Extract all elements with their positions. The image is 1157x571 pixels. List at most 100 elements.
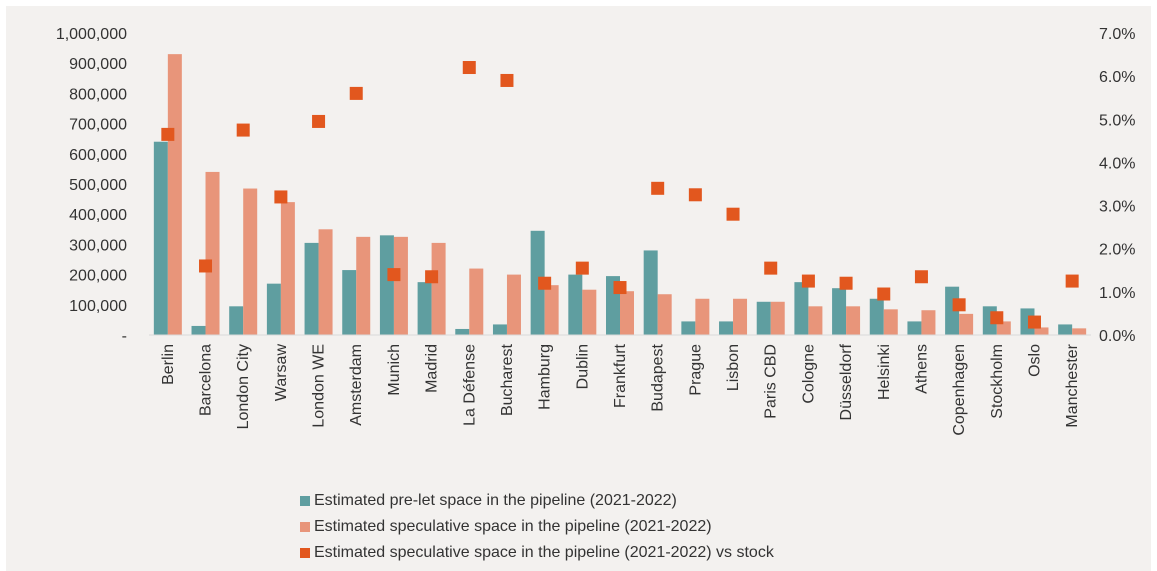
left-tick-label: 500,000	[69, 177, 127, 194]
legend: Estimated pre-let space in the pipeline …	[300, 488, 774, 566]
left-tick-label: 800,000	[69, 86, 127, 103]
bar-pre-let	[568, 274, 583, 335]
bar-speculative	[393, 236, 408, 335]
bar-speculative	[770, 301, 785, 335]
marker-vs-stock	[990, 311, 1004, 325]
legend-swatch-vs-stock	[300, 548, 310, 558]
bars	[153, 54, 1087, 335]
category-label: Madrid	[424, 344, 441, 393]
bar-pre-let	[455, 328, 470, 335]
bar-speculative	[620, 291, 634, 335]
bar-pre-let	[756, 301, 771, 335]
bar-speculative	[883, 309, 898, 335]
bar-pre-let	[304, 242, 319, 335]
marker-vs-stock	[877, 287, 891, 301]
marker-vs-stock	[952, 298, 966, 312]
left-tick-label: 900,000	[69, 56, 127, 73]
left-tick-label: 200,000	[69, 268, 127, 285]
category-label: Prague	[687, 344, 704, 396]
bar-speculative	[205, 171, 220, 335]
legend-item-speculative: Estimated speculative space in the pipel…	[300, 514, 774, 540]
category-label: Athens	[913, 344, 930, 394]
right-tick-label: 3.0%	[1099, 199, 1135, 216]
left-tick-label: 600,000	[69, 147, 127, 164]
legend-item-vs-stock: Estimated speculative space in the pipel…	[300, 540, 774, 566]
bar-pre-let	[530, 230, 545, 335]
marker-vs-stock	[1027, 315, 1041, 329]
bar-speculative	[280, 202, 295, 335]
marker-vs-stock	[613, 281, 627, 295]
bar-speculative	[582, 289, 597, 335]
marker-vs-stock	[236, 123, 250, 137]
marker-vs-stock	[651, 181, 665, 195]
left-tick-label: 300,000	[69, 237, 127, 254]
category-label: Munich	[386, 344, 403, 396]
category-label: London City	[235, 344, 252, 429]
bar-pre-let	[229, 306, 244, 335]
left-tick-label: 700,000	[69, 117, 127, 134]
category-label: Oslo	[1026, 344, 1043, 377]
marker-vs-stock	[575, 261, 589, 275]
marker-vs-stock	[161, 127, 175, 141]
legend-swatch-pre-let	[300, 496, 310, 506]
bar-speculative	[431, 242, 446, 335]
category-label: Budapest	[650, 343, 667, 411]
right-tick-label: 2.0%	[1099, 242, 1135, 259]
bar-speculative	[469, 268, 484, 335]
bar-speculative	[356, 236, 371, 335]
bar-speculative	[544, 285, 559, 335]
legend-item-pre-let: Estimated pre-let space in the pipeline …	[300, 488, 774, 514]
bar-speculative	[846, 306, 861, 335]
category-label: Hamburg	[537, 344, 554, 410]
markers	[161, 61, 1079, 329]
right-tick-label: 0.0%	[1099, 328, 1135, 345]
left-tick-label: 400,000	[69, 207, 127, 224]
bar-speculative	[921, 310, 936, 335]
left-tick-label: -	[122, 328, 127, 345]
marker-vs-stock	[538, 276, 552, 290]
bar-pre-let	[794, 282, 809, 335]
right-tick-label: 4.0%	[1099, 155, 1135, 172]
bar-pre-let	[907, 321, 922, 335]
marker-vs-stock	[500, 73, 514, 87]
category-label: Berlin	[160, 344, 177, 385]
category-label: Frankfurt	[612, 343, 629, 408]
left-tick-label: 100,000	[69, 298, 127, 315]
category-label: Warsaw	[273, 344, 290, 402]
bar-pre-let	[191, 325, 206, 335]
marker-vs-stock	[462, 61, 476, 75]
bar-pre-let	[417, 282, 432, 335]
marker-vs-stock	[349, 86, 363, 100]
right-tick-label: 5.0%	[1099, 112, 1135, 129]
marker-vs-stock	[726, 207, 740, 221]
bar-pre-let	[492, 324, 507, 335]
bar-speculative	[959, 313, 974, 335]
bar-pre-let	[832, 288, 847, 335]
marker-vs-stock	[801, 274, 815, 288]
left-tick-label: 1,000,000	[56, 26, 127, 43]
bar-speculative	[1072, 328, 1087, 335]
category-labels: Berlin Barcelona London City Warsaw London W…	[160, 343, 1081, 435]
legend-label-pre-let: Estimated pre-let space in the pipeline …	[314, 492, 677, 509]
category-label: Dublin	[574, 344, 591, 389]
bar-speculative	[167, 54, 182, 335]
legend-label-vs-stock: Estimated speculative space in the pipel…	[314, 544, 774, 561]
right-tick-label: 6.0%	[1099, 69, 1135, 86]
bar-speculative	[695, 298, 710, 335]
marker-vs-stock	[274, 190, 288, 204]
bar-speculative	[243, 188, 258, 335]
category-label: Manchester	[1064, 343, 1081, 427]
bar-pre-let	[719, 321, 734, 335]
legend-label-speculative: Estimated speculative space in the pipel…	[314, 518, 712, 535]
category-label: Stockholm	[989, 344, 1006, 419]
category-label: Copenhagen	[951, 344, 968, 436]
bar-speculative	[318, 229, 333, 335]
marker-vs-stock	[387, 268, 401, 282]
bar-pre-let	[342, 270, 357, 335]
bar-pre-let	[869, 298, 884, 335]
left-axis-ticks: - 100,000 200,000 300,000 400,000 500,000 600,…	[56, 26, 127, 345]
bar-speculative	[1034, 327, 1049, 335]
marker-vs-stock	[914, 270, 928, 284]
category-label: Amsterdam	[348, 344, 365, 426]
category-label: Cologne	[800, 344, 817, 404]
